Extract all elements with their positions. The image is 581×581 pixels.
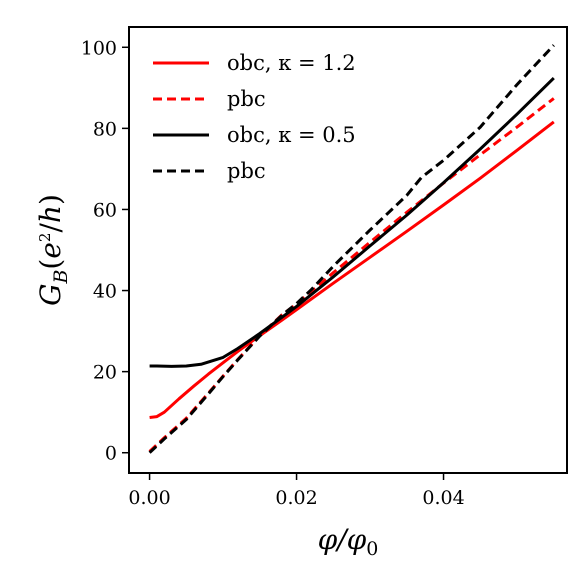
legend: obc, κ = 1.2 pbc obc, κ = 0.5 pbc (153, 51, 356, 183)
y-tick-label: 20 (93, 362, 117, 384)
y-tick-label: 80 (93, 118, 117, 140)
plot-frame (128, 26, 568, 474)
y-tick-label: 60 (93, 199, 117, 221)
legend-label-0: obc, κ = 1.2 (227, 51, 356, 75)
x-axis: 0.00 0.02 0.04 (128, 473, 465, 509)
x-tick-label: 0.04 (422, 487, 464, 509)
y-tick-label: 100 (81, 37, 117, 59)
x-tick-label: 0.02 (275, 487, 317, 509)
y-axis: 0 20 40 60 80 100 (81, 37, 129, 465)
y-axis-label: GB(e2/h) (34, 194, 72, 306)
x-axis-label: φ/φ0 (318, 523, 379, 560)
legend-label-1: pbc (227, 87, 266, 111)
series-layer (148, 44, 555, 454)
legend-label-2: obc, κ = 0.5 (227, 123, 356, 147)
y-tick-label: 40 (93, 281, 117, 303)
series-line-3 (148, 44, 555, 454)
series-line-0 (149, 120, 555, 419)
y-tick-label: 0 (105, 443, 117, 465)
x-tick-label: 0.00 (128, 487, 170, 509)
legend-label-3: pbc (227, 159, 266, 183)
